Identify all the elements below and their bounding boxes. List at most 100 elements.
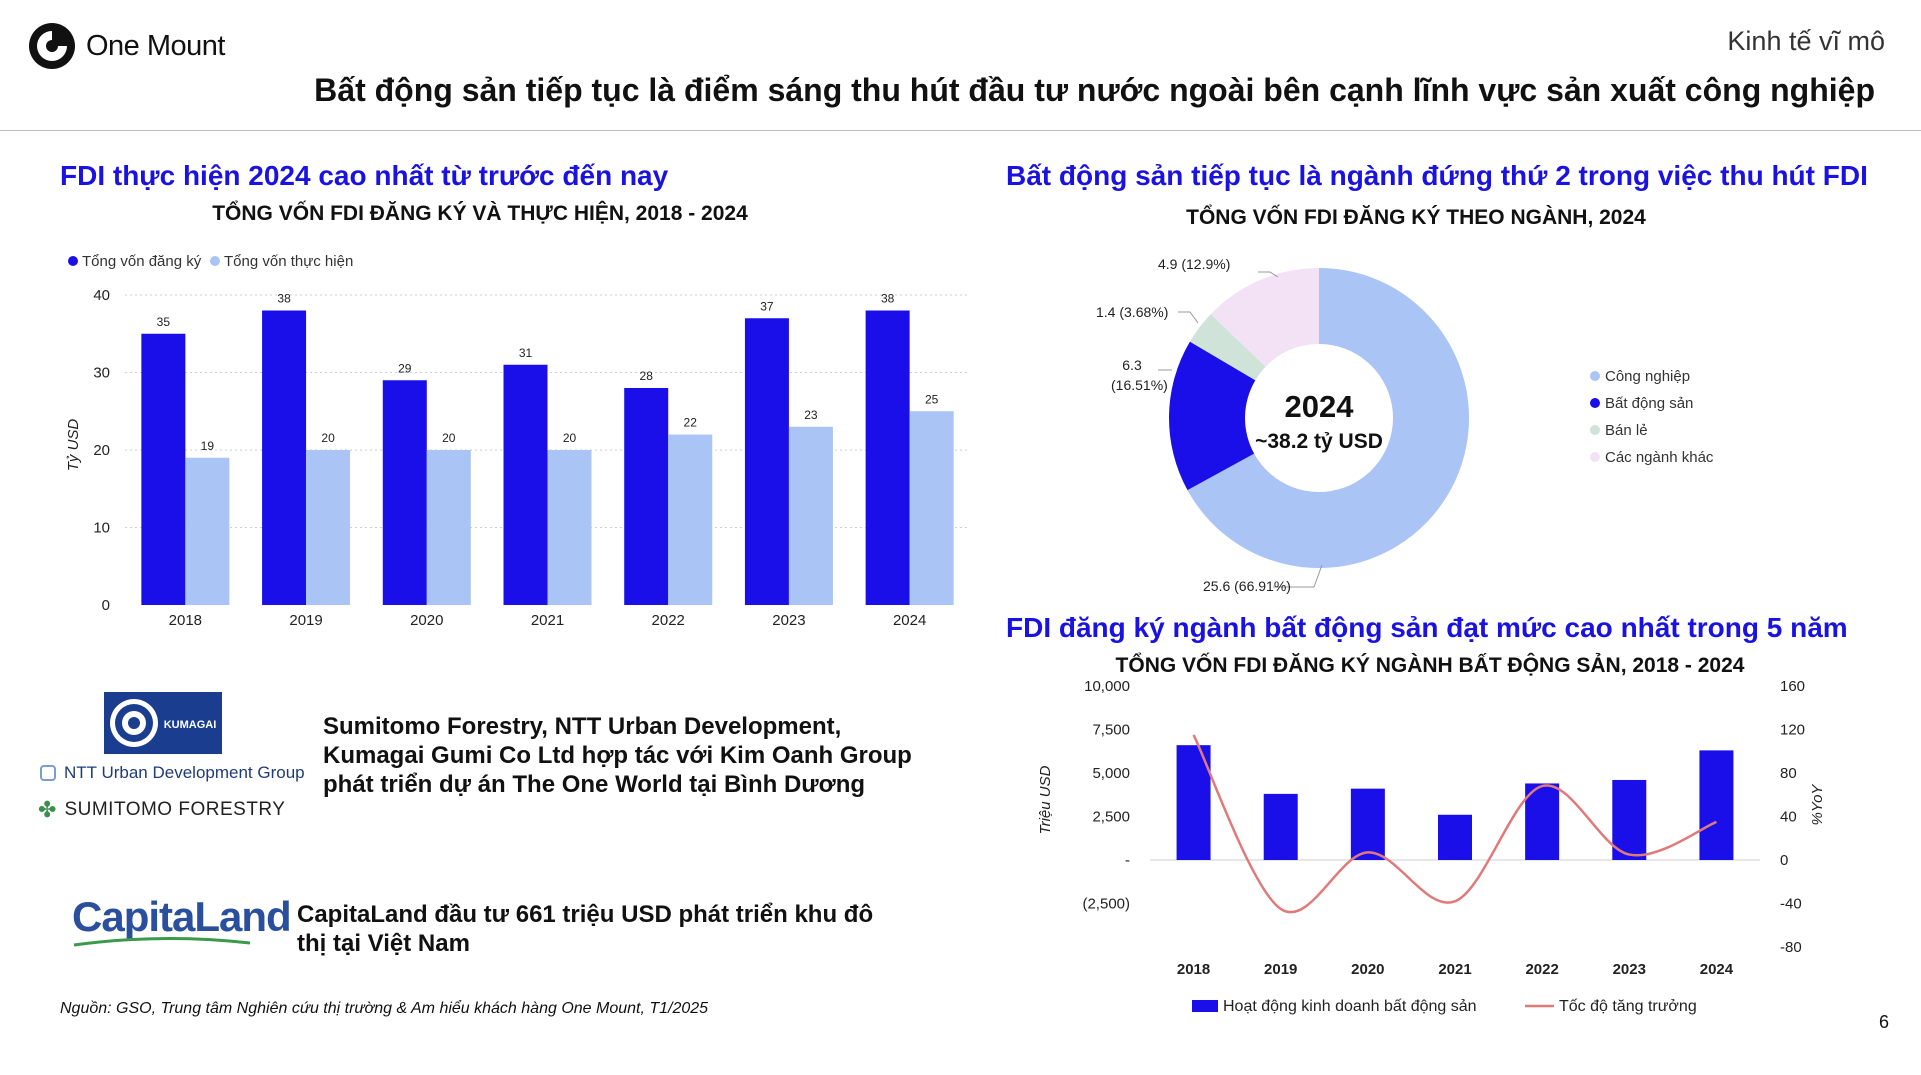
combo-legend: Hoạt động kinh doanh bất động sản Tốc độ… (1192, 998, 1697, 1015)
combo-x-tick-label: 2022 (1525, 961, 1558, 978)
combo-y-tick-label: 10,000 (1084, 678, 1130, 695)
bar-value-label: 23 (804, 408, 818, 422)
combo-x-tick-label: 2023 (1613, 961, 1646, 978)
legend-label-growth: Tốc độ tăng trưởng (1559, 998, 1697, 1015)
bar-value-label: 38 (277, 292, 291, 306)
bar-real-estate (1699, 750, 1734, 860)
leader-line-retail (1178, 311, 1199, 324)
bar-registered (382, 380, 427, 605)
slice-retail (1189, 314, 1266, 381)
case-text-capitaland: CapitaLand đầu tư 661 triệu USD phát tri… (297, 900, 873, 958)
legend-dot-registered (68, 256, 78, 266)
page-title: Bất động sản tiếp tục là điểm sáng thu h… (314, 72, 1875, 108)
combo-y2-tick-label: 40 (1780, 809, 1797, 826)
brand-logo: One Mount (28, 22, 225, 70)
y-tick-label: 30 (93, 365, 110, 382)
combo-subtitle: TỔNG VỐN FDI ĐĂNG KÝ NGÀNH BẤT ĐỘNG SẢN,… (1115, 654, 1745, 677)
combo-y2-tick-label: -80 (1780, 939, 1802, 956)
bar-value-label: 20 (442, 431, 456, 445)
case1-line: phát triển dự án The One World tại Bình … (323, 771, 866, 798)
bar-real-estate (1438, 814, 1472, 860)
bar-value-label: 37 (760, 299, 774, 313)
x-tick-label: 2021 (531, 612, 564, 629)
bar-value-label: 35 (157, 315, 171, 329)
capitaland-logo-text: CapitaLand (72, 893, 292, 940)
combo-y2-tick-label: 0 (1780, 852, 1788, 869)
combo-x-tick-label: 2020 (1351, 961, 1384, 978)
x-tick-label: 2020 (410, 612, 443, 629)
bar-real-estate (1263, 793, 1298, 860)
legend-dot (1590, 398, 1600, 408)
real-estate-combo-chart: Triệu USD %YoY 10,000 7,500 5,000 2,500 - (2,… (1037, 678, 1826, 1015)
case1-line: Kumagai Gumi Co Ltd hợp tác với Kim Oanh… (323, 742, 912, 769)
legend-label: Công nghiệp (1605, 368, 1690, 385)
bar-value-label: 19 (201, 439, 215, 453)
sumitomo-logo-text: SUMITOMO FORESTRY (64, 799, 286, 820)
sumitomo-leaf-icon: ✤ (38, 797, 57, 822)
x-tick-label: 2018 (169, 612, 202, 629)
ntt-logo-text: NTT Urban Development Group (64, 763, 305, 782)
combo-y-tick-label: - (1125, 852, 1130, 869)
legend-label: Bán lẻ (1605, 422, 1648, 439)
slice-industry (1187, 268, 1469, 568)
bar-implemented (306, 450, 351, 605)
legend-label-implemented: Tổng vốn thực hiện (224, 253, 353, 270)
legend-dot (1590, 371, 1600, 381)
fdi-bar-chart: Tổng vốn đăng ký Tổng vốn thực hiện Tỷ U… (65, 253, 970, 629)
kumagai-logo-icon: KUMAGAI (104, 692, 222, 754)
combo-headline: FDI đăng ký ngành bất động sản đạt mức c… (1006, 612, 1848, 643)
header-divider (0, 130, 1921, 131)
combo-x-tick-label: 2024 (1700, 961, 1734, 978)
source-note: Nguồn: GSO, Trung tâm Nghiên cứu thị trư… (60, 1000, 709, 1017)
combo-y-tick-label: 2,500 (1092, 809, 1130, 826)
slice-other (1210, 268, 1319, 367)
combo-x-tick-label: 2021 (1438, 961, 1471, 978)
y-tick-label: 40 (93, 287, 110, 304)
bar-registered (624, 388, 669, 605)
capitaland-swoosh-icon (73, 936, 251, 947)
donut-center-year: 2024 (1285, 389, 1355, 424)
x-tick-label: 2023 (772, 612, 805, 629)
y-axis-label: Tỷ USD (65, 419, 82, 472)
combo-y-tick-label: (2,500) (1082, 896, 1130, 913)
bar-value-label: 25 (925, 392, 939, 406)
combo-y2-tick-label: -40 (1780, 896, 1802, 913)
section-tag: Kinh tế vĩ mô (1727, 26, 1885, 56)
slice-real-estate (1169, 341, 1256, 491)
bar-registered (141, 333, 186, 605)
y-tick-label: 20 (93, 442, 110, 459)
combo-y2-axis-label: %YoY (1809, 784, 1826, 826)
industry-donut-chart: 2024 ~38.2 tỷ USD 4.9 (12.9%) 1.4 (3.68%… (1096, 256, 1714, 594)
legend-label-real-estate: Hoạt động kinh doanh bất động sản (1223, 998, 1477, 1015)
x-tick-label: 2019 (289, 612, 322, 629)
left-headline: FDI thực hiện 2024 cao nhất từ trước đến… (60, 160, 669, 191)
slice-label-industry: 25.6 (66.91%) (1203, 578, 1291, 594)
combo-y-tick-label: 7,500 (1092, 722, 1130, 739)
bar-implemented (909, 411, 954, 605)
capitaland-logo: CapitaLand (72, 893, 292, 949)
sumitomo-logo: ✤ SUMITOMO FORESTRY (38, 799, 285, 821)
ntt-icon (40, 765, 56, 781)
bar-value-label: 22 (684, 416, 698, 430)
bar-real-estate (1525, 783, 1560, 860)
page-number: 6 (1878, 1012, 1889, 1032)
bar-implemented (185, 457, 230, 605)
case2-line: thị tại Việt Nam (297, 930, 470, 957)
legend-dot (1590, 425, 1600, 435)
kumagai-logo-text: KUMAGAI (164, 719, 217, 731)
bar-implemented (547, 450, 592, 605)
legend-dot-implemented (210, 256, 220, 266)
pie-subtitle: TỔNG VỐN FDI ĐĂNG KÝ THEO NGÀNH, 2024 (1186, 206, 1646, 229)
legend-label: Bất động sản (1605, 395, 1693, 412)
bar-implemented (788, 426, 833, 605)
bar-value-label: 31 (519, 346, 533, 360)
slice-label-real-estate-pct: (16.51%) (1111, 377, 1168, 393)
bar-value-label: 29 (398, 361, 412, 375)
bar-registered (744, 318, 789, 605)
x-tick-label: 2024 (893, 612, 926, 629)
x-tick-label: 2022 (652, 612, 685, 629)
bar-value-label: 38 (881, 292, 895, 306)
y-tick-label: 10 (93, 520, 110, 537)
leader-line-industry (1273, 564, 1323, 588)
case1-line: Sumitomo Forestry, NTT Urban Development… (323, 713, 842, 740)
